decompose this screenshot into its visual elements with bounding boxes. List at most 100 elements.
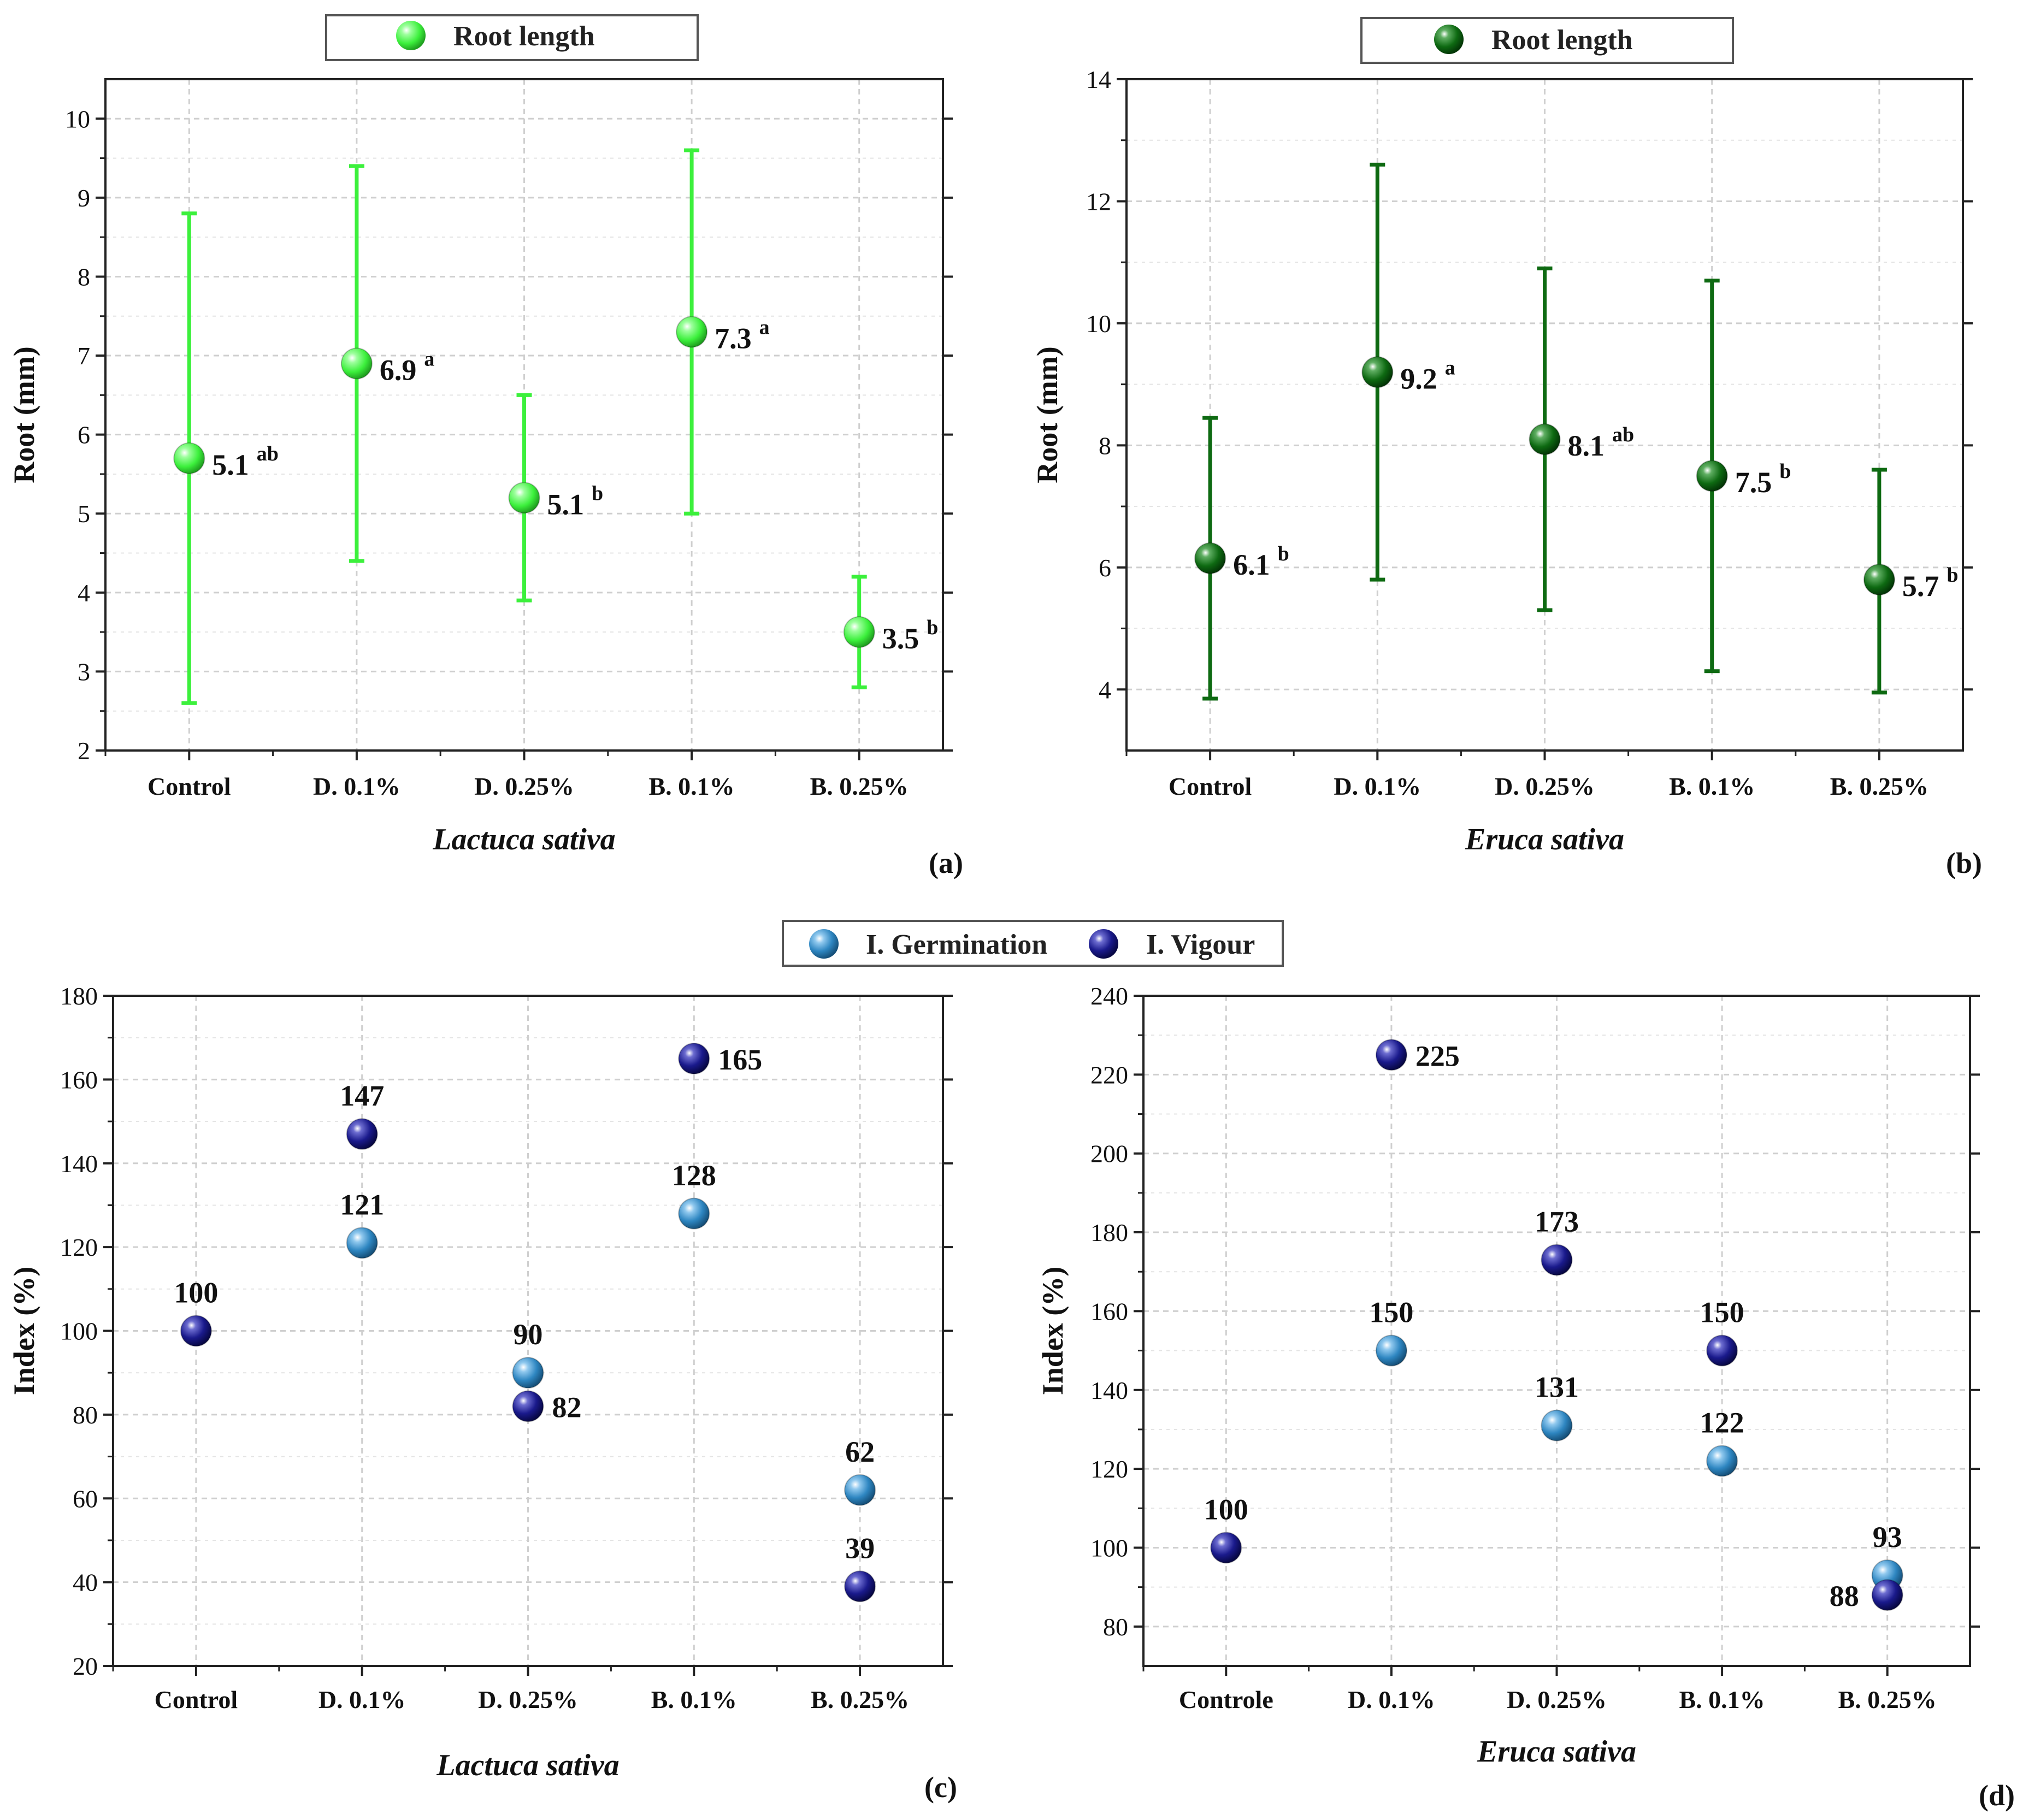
chart-2-point [346, 1227, 378, 1259]
chart-1-category-label: Control [1169, 772, 1252, 800]
chart-0-category-label: D. 0.1% [313, 772, 400, 800]
chart-2-category-label: Control [155, 1686, 238, 1713]
chart-2-ytick-label: 100 [60, 1317, 98, 1345]
chart-3-point [1871, 1579, 1903, 1611]
chart-2-category-label: B. 0.25% [811, 1686, 909, 1713]
plot-a: 2 3 4 5 6 7 8 9 10 Control D. 0.1% D. 0.25% B. 0.1% B… [8, 78, 953, 856]
chart-0-point [843, 616, 875, 648]
chart-1-ytick-label: 4 [1099, 676, 1111, 704]
chart-3-category-label: Controle [1179, 1686, 1273, 1713]
chart-0-ytick-label: 6 [78, 421, 90, 449]
chart-2-data-label: 39 [845, 1532, 875, 1564]
chart-0-category-label: B. 0.25% [810, 772, 909, 800]
chart-0-ytick-label: 9 [78, 184, 90, 212]
chart-3-ytick-label: 200 [1090, 1140, 1128, 1168]
legend-a-marker [396, 21, 426, 50]
plot-b: 4 6 8 10 12 14 Control D. 0.1% D. 0.25% B. 0.1% B.… [1031, 66, 1973, 856]
chart-1-ytick-label: 8 [1099, 432, 1111, 459]
legend-b-box [1360, 17, 1734, 64]
panel-c-tag: (c) [924, 1771, 957, 1804]
legend-cd-germination-label: I. Germination [866, 929, 1047, 960]
chart-3-category-label: D. 0.1% [1348, 1686, 1435, 1713]
chart-1-data-label: 5.7 b [1902, 564, 1959, 602]
legend-b-marker [1434, 25, 1464, 54]
chart-2-data-label: 100 [174, 1277, 218, 1309]
chart-3-data-label: 122 [1700, 1407, 1744, 1439]
legend-cd-germination-marker [809, 929, 839, 959]
chart-2-category-label: D. 0.1% [319, 1686, 406, 1713]
chart-2-point [678, 1043, 710, 1075]
chart-1-ytick-label: 6 [1099, 554, 1111, 582]
chart-3-point [1375, 1039, 1407, 1071]
chart-1-data-label: 7.5 b [1735, 460, 1791, 499]
chart-2-point [844, 1570, 876, 1603]
legend-b-label: Root length [1491, 25, 1633, 56]
chart-0-ytick-label: 5 [78, 500, 90, 528]
chart-2-data-label: 121 [340, 1188, 384, 1221]
chart-1-point [1863, 564, 1895, 596]
chart-0-point [173, 442, 205, 475]
chart-3-ytick-label: 240 [1090, 982, 1128, 1010]
chart-2-point [346, 1118, 378, 1150]
chart-3-ytick-label: 180 [1090, 1219, 1128, 1246]
chart-3-ytick-label: 140 [1090, 1376, 1128, 1404]
chart-0-data-label: 6.9 a [380, 348, 435, 387]
chart-2-point [678, 1197, 710, 1230]
chart-3-point [1541, 1409, 1573, 1441]
chart-0-ylabel: Root (mm) [8, 346, 40, 483]
chart-2-category-label: B. 0.1% [651, 1686, 737, 1713]
chart-2-ytick-label: 80 [73, 1401, 98, 1429]
legend-cd-vigour-label: I. Vigour [1146, 929, 1255, 960]
panel-d-tag: (d) [1979, 1779, 2015, 1812]
chart-3-data-label: 100 [1204, 1493, 1248, 1526]
chart-2-ytick-label: 120 [60, 1233, 98, 1261]
chart-1-category-label: B. 0.25% [1830, 772, 1928, 800]
chart-1-ylabel: Root (mm) [1031, 346, 1064, 483]
chart-0-ytick-label: 4 [78, 579, 90, 607]
chart-2-data-label: 90 [514, 1318, 543, 1351]
panel-b: Root length 4 6 8 10 12 14 Control D. 0.1% D. 0.… [1031, 17, 1982, 879]
chart-3-category-label: B. 0.1% [1679, 1686, 1765, 1713]
chart-3-data-label: 225 [1415, 1039, 1460, 1072]
panel-b-tag: (b) [1946, 847, 1982, 879]
chart-2-point [512, 1390, 544, 1422]
chart-3-data-label: 93 [1873, 1521, 1902, 1553]
chart-2-category-label: D. 0.25% [478, 1686, 578, 1713]
legend-b: Root length [1360, 17, 1734, 64]
chart-2-ytick-label: 60 [73, 1485, 98, 1512]
chart-0-ytick-label: 3 [78, 658, 90, 686]
chart-3-ylabel: Index (%) [1036, 1267, 1069, 1396]
legend-cd-vigour-marker [1089, 929, 1118, 959]
chart-3-ytick-label: 100 [1090, 1534, 1128, 1562]
chart-0-point [508, 482, 540, 514]
chart-3-point [1210, 1532, 1242, 1564]
chart-0-data-label: 5.1 b [547, 482, 604, 521]
panel-a-tag: (a) [929, 847, 963, 879]
chart-3-ytick-label: 80 [1103, 1613, 1128, 1641]
panel-c: 20 40 60 80 100 120 140 160 180 Control D. 0.1% D. … [8, 982, 957, 1804]
chart-1-ytick-label: 10 [1086, 310, 1111, 338]
chart-3-category-label: B. 0.25% [1838, 1686, 1937, 1713]
chart-1-data-label: 8.1 ab [1568, 423, 1635, 462]
chart-0-point [340, 347, 373, 380]
chart-2-point [180, 1315, 212, 1347]
chart-0-ytick-label: 2 [78, 737, 90, 765]
chart-1-ytick-label: 14 [1086, 66, 1111, 93]
chart-3-point [1706, 1445, 1738, 1477]
chart-1-point [1361, 356, 1394, 388]
legend-a: Root length [325, 14, 699, 61]
chart-2-data-label: 165 [718, 1043, 762, 1076]
chart-2-ylabel: Index (%) [8, 1267, 40, 1396]
chart-1-ytick-label: 12 [1086, 187, 1111, 215]
chart-3-point [1375, 1334, 1407, 1367]
chart-1-category-label: B. 0.1% [1669, 772, 1755, 800]
chart-2-data-label: 62 [845, 1435, 875, 1468]
chart-3-data-label: 131 [1535, 1371, 1579, 1404]
chart-3-data-label: 150 [1700, 1296, 1744, 1329]
chart-2-data-label: 128 [672, 1159, 716, 1192]
chart-1-category-label: D. 0.25% [1495, 772, 1595, 800]
chart-0-category-label: Control [148, 772, 231, 800]
chart-0-data-label: 7.3 a [715, 316, 770, 355]
chart-1-point [1696, 460, 1728, 492]
